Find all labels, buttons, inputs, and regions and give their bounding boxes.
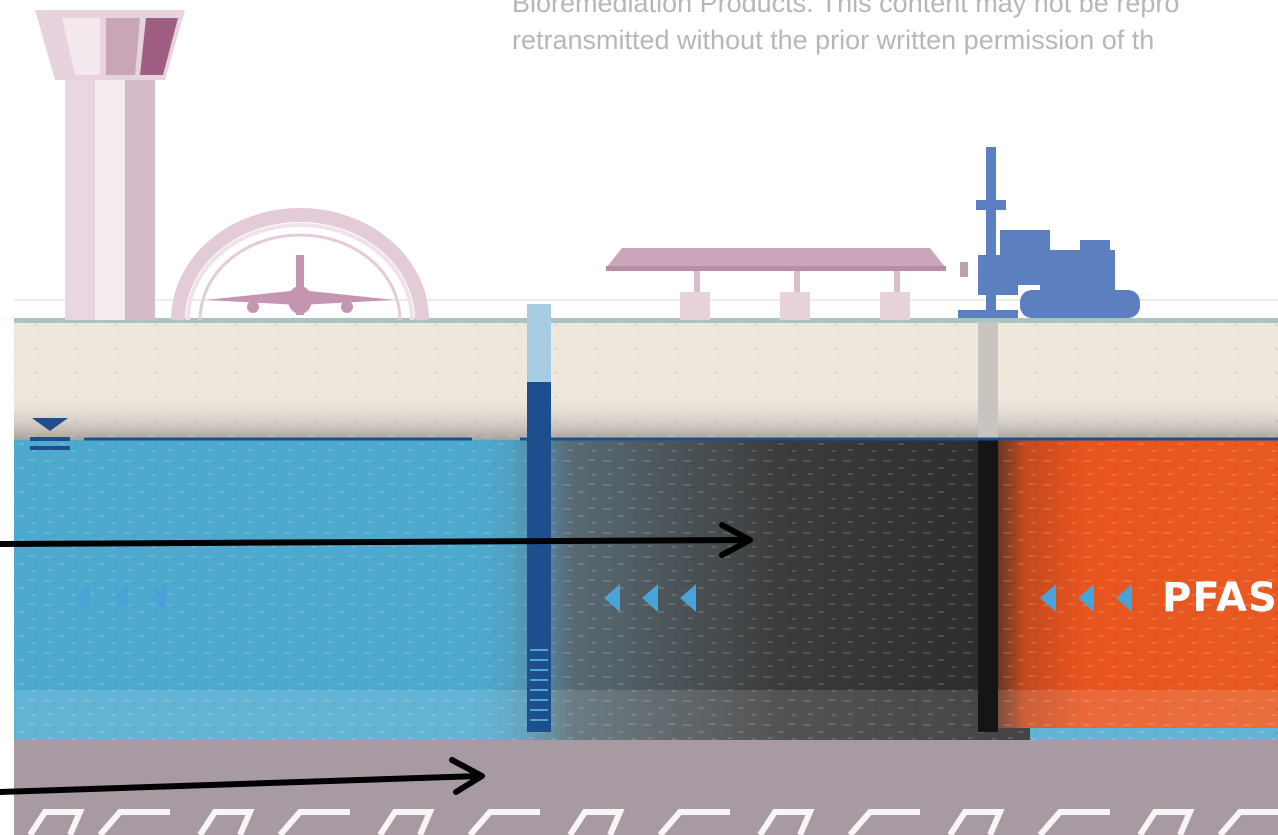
airplane-icon: [205, 255, 395, 315]
pfas-label: PFAS: [1162, 575, 1278, 621]
callout-arrow-lower: [0, 757, 485, 795]
monitoring-well: [527, 304, 551, 732]
hangar: [171, 208, 429, 321]
copyright-line-1: Bioremediation Products. This content ma…: [512, 0, 1180, 18]
bedrock-pattern: [27, 809, 1278, 835]
drilling-rig: [958, 147, 1140, 318]
flow-direction-arrows: [74, 584, 1132, 612]
callout-arrow: [0, 522, 753, 558]
fuel-station: [606, 248, 946, 320]
gravel-layer: [14, 690, 1278, 740]
injection-borehole: [978, 322, 998, 440]
treatment-barrier-well: [978, 440, 998, 732]
ground-surface: [14, 318, 1278, 323]
aquifer-texture: [14, 440, 1278, 740]
vadose-texture: [14, 322, 1278, 440]
copyright-notice: Bioremediation Products. This content ma…: [512, 0, 1278, 59]
copyright-line-2: retransmitted without the prior written …: [512, 25, 1155, 55]
control-tower: [35, 10, 185, 320]
water-table-symbol: [30, 418, 70, 450]
